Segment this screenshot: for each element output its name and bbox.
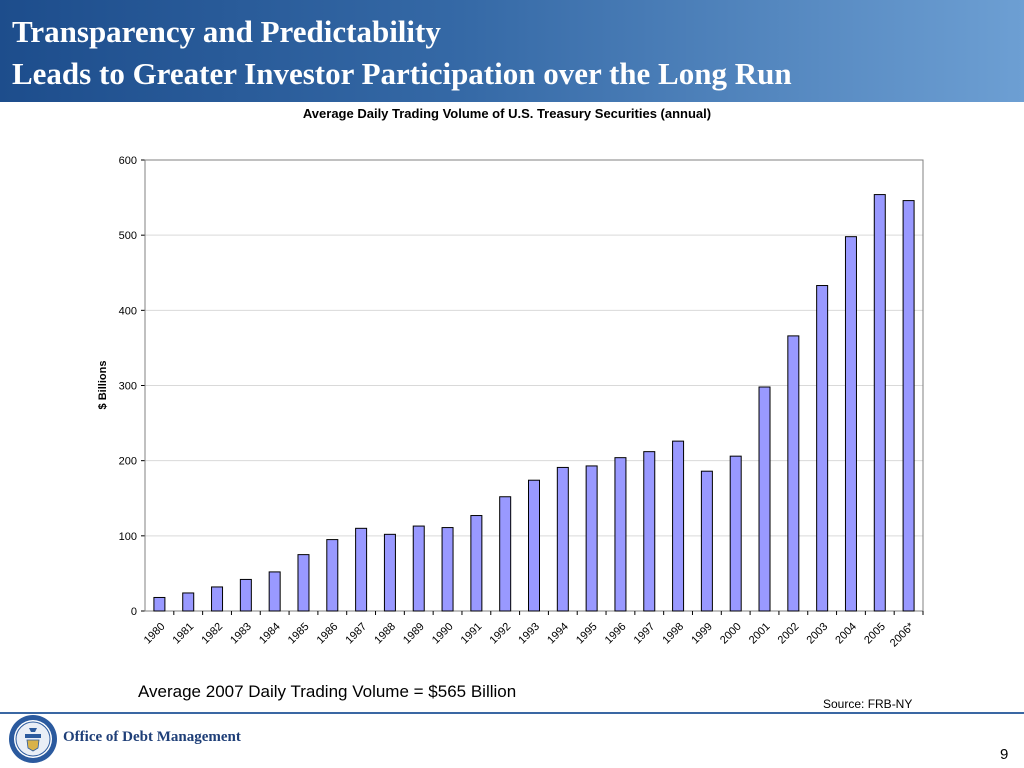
page-number: 9 (1000, 746, 1009, 763)
bar (326, 539, 339, 612)
bar (383, 533, 396, 612)
x-tick-label: 1991 (459, 621, 485, 647)
x-tick-label: 2002 (776, 621, 802, 647)
bar (470, 515, 483, 612)
bar (297, 554, 310, 612)
bar (585, 465, 598, 612)
bar (528, 479, 540, 612)
bar (412, 525, 425, 612)
source-label: Source: FRB-NY (823, 697, 913, 711)
bar (153, 596, 166, 612)
bar (268, 571, 281, 612)
x-tick-label: 1981 (171, 621, 197, 647)
bar (614, 457, 627, 612)
x-tick-label: 2001 (747, 621, 773, 647)
x-tick-label: 1982 (199, 621, 225, 647)
x-tick-label: 1989 (401, 621, 427, 647)
title-banner: Transparency and Predictability Leads to… (0, 0, 1024, 102)
bar (499, 496, 512, 612)
x-tick-label: 1998 (660, 621, 686, 647)
x-tick-label: 1999 (689, 621, 715, 647)
bar (355, 527, 368, 612)
bar (643, 451, 656, 612)
treasury-seal-icon (9, 715, 57, 763)
bar (729, 455, 742, 612)
x-tick-label: 1988 (372, 621, 398, 647)
bar (816, 285, 829, 612)
x-tick-label: 1987 (343, 621, 369, 647)
slide-title-line2: Leads to Greater Investor Participation … (12, 56, 792, 91)
bar (902, 200, 915, 612)
x-tick-label: 2004 (833, 621, 859, 647)
y-tick-label: 300 (119, 381, 137, 393)
bar (239, 578, 252, 612)
x-tick-label: 1994 (545, 621, 571, 647)
bar (873, 194, 886, 612)
bar (211, 586, 224, 612)
x-tick-label: 1995 (574, 621, 600, 647)
bar (787, 335, 800, 612)
bar (182, 592, 195, 612)
y-tick-label: 600 (119, 155, 137, 167)
bar (700, 470, 713, 612)
trading-volume-note: Average 2007 Daily Trading Volume = $565… (138, 682, 517, 701)
bar (844, 236, 857, 612)
bar (441, 527, 454, 612)
x-tick-label: 2005 (862, 621, 888, 647)
x-tick-label: 2006* (888, 620, 917, 649)
x-tick-label: 1990 (430, 621, 456, 647)
office-name: Office of Debt Management (63, 729, 241, 745)
y-tick-label: 0 (131, 606, 137, 618)
x-tick-label: 1980 (142, 621, 168, 647)
y-tick-label: 100 (119, 531, 137, 543)
x-tick-label: 1983 (228, 621, 254, 647)
x-tick-label: 1996 (603, 621, 629, 647)
x-tick-label: 2000 (718, 621, 744, 647)
y-axis-label: $ Billions (97, 361, 109, 410)
x-tick-label: 1992 (488, 621, 514, 647)
y-tick-label: 400 (119, 305, 137, 317)
slide-title-line1: Transparency and Predictability (12, 14, 441, 49)
bar (556, 466, 569, 612)
bar (758, 386, 771, 612)
chart-title: Average Daily Trading Volume of U.S. Tre… (302, 106, 712, 121)
x-tick-label: 1985 (286, 621, 312, 647)
x-tick-label: 1993 (516, 621, 542, 647)
bar (672, 440, 685, 612)
x-tick-label: 1997 (632, 621, 658, 647)
y-tick-label: 200 (119, 456, 137, 468)
x-tick-label: 1984 (257, 621, 283, 647)
x-tick-label: 2003 (804, 621, 830, 647)
footer-divider (0, 712, 1024, 714)
y-tick-label: 500 (119, 230, 137, 242)
x-tick-label: 1986 (315, 621, 341, 647)
